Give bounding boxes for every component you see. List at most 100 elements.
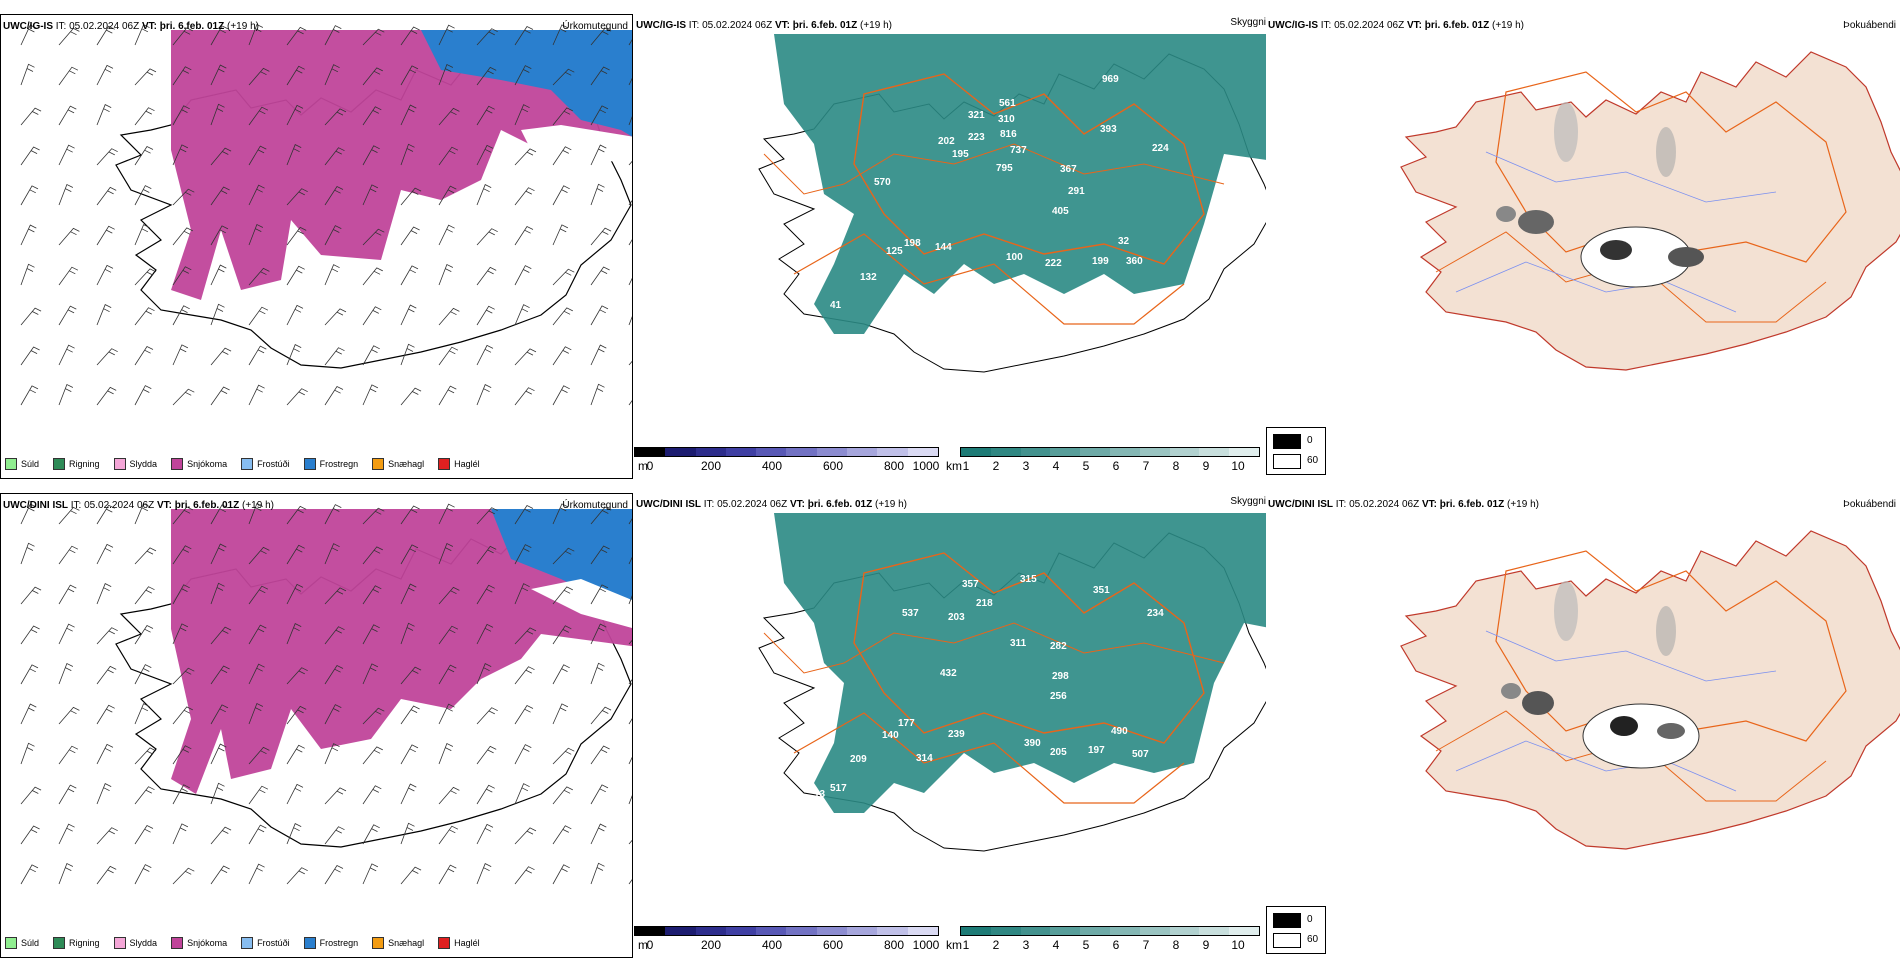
wind-barb — [438, 542, 454, 565]
elevation-colorbar: m 0 200 400 600 800 1000 — [634, 447, 939, 473]
wind-barb — [514, 544, 532, 565]
wind-barb — [20, 224, 37, 246]
fog-indicator-panel: UWC/IG-IS IT: 05.02.2024 06Z VT: þri. 6.… — [1266, 14, 1900, 479]
legend-item-rigning: Rigning — [53, 458, 100, 470]
legend-swatch — [113, 458, 126, 470]
fog-legend: 0 60 — [1266, 427, 1326, 475]
wind-barb — [134, 185, 152, 206]
visibility-value-label: 199 — [1092, 256, 1109, 267]
wind-barb — [286, 26, 307, 46]
wind-barb — [58, 706, 80, 725]
colorbar-tick: 5 — [1082, 938, 1090, 952]
legend-item-snaehagl: Snæhagl — [372, 458, 424, 470]
wind-barb — [514, 65, 532, 86]
wind-barb — [58, 545, 79, 565]
wind-barb — [248, 863, 265, 885]
visibility-value-labels: 315 357 351 537 218 234 203 311 282 432 298 256 177 4… — [814, 574, 1164, 800]
forecast-row-igis: UWC/IG-IS IT: 05.02.2024 06Z VT: þri. 6.… — [0, 14, 1900, 479]
wind-barb — [476, 545, 497, 565]
wind-barb — [172, 188, 195, 206]
panel-title: UWC/DINI ISL IT: 05.02.2024 06Z VT: þri.… — [1268, 499, 1539, 510]
wind-barb — [514, 265, 532, 286]
wind-barb — [514, 827, 537, 845]
visibility-value-label: 795 — [996, 163, 1013, 174]
visibility-value-label: 197 — [1088, 745, 1105, 756]
wind-barb — [324, 504, 342, 525]
wind-barb — [134, 345, 154, 366]
wind-barb — [210, 303, 225, 326]
visibility-value-label: 314 — [916, 753, 933, 764]
fog-legend: 0 60 — [1266, 906, 1326, 954]
wind-barb — [438, 346, 459, 366]
wind-barb — [552, 864, 570, 885]
legend-swatch — [53, 458, 66, 470]
wind-barb — [248, 585, 269, 605]
wind-barb — [58, 662, 74, 685]
wind-barb — [514, 704, 534, 725]
legend-swatch — [5, 458, 17, 470]
wind-barb — [172, 667, 195, 685]
wind-barb — [248, 624, 267, 645]
wind-barb — [362, 145, 380, 166]
wind-barb — [362, 663, 379, 685]
wind-barb — [362, 746, 383, 765]
visibility-value-label: 140 — [882, 730, 899, 741]
visibility-value-label: 256 — [1050, 691, 1067, 702]
wind-barb — [552, 268, 575, 286]
wind-barb — [590, 144, 607, 166]
wind-barb — [628, 839, 632, 845]
colorbar-tick: 6 — [1112, 459, 1120, 473]
colorbar-tick: 5 — [1082, 459, 1090, 473]
wind-barb — [172, 545, 192, 565]
legend-swatch — [438, 458, 451, 470]
visibility-value-label: 202 — [938, 136, 955, 147]
product-label: Úrkomutegund — [562, 500, 628, 511]
visibility-map: 969 561 321 310 202 223 816 195 737 393 224 795 367 5… — [758, 34, 1266, 373]
wind-barb — [248, 663, 265, 685]
visibility-value-label: 239 — [948, 729, 965, 740]
wind-barb — [210, 626, 232, 645]
wind-barb — [324, 25, 342, 46]
wind-barb — [134, 864, 152, 885]
wind-barb — [286, 505, 307, 525]
visibility-value-label: 507 — [1132, 749, 1149, 760]
wind-barb — [172, 66, 192, 86]
wind-barb — [210, 386, 230, 406]
wind-barb — [552, 747, 575, 765]
visibility-value-labels: 969 561 321 310 202 223 816 195 737 393 224 795 367 5… — [830, 74, 1169, 311]
visibility-value-label: 367 — [1060, 164, 1077, 175]
visibility-value-label: 315 — [1020, 574, 1037, 585]
visibility-value-label: 405 — [1052, 206, 1069, 217]
wind-barb — [590, 183, 605, 206]
wind-barb — [400, 866, 422, 885]
wind-barb — [96, 148, 118, 166]
visibility-value-label: 969 — [1102, 74, 1119, 85]
wind-barb — [476, 663, 492, 685]
wind-barb — [172, 105, 190, 126]
wind-barb — [438, 224, 455, 246]
colorbar-tick: 8 — [1172, 938, 1180, 952]
wind-barb — [286, 823, 302, 845]
wind-barb — [362, 28, 385, 46]
colorbar-strip — [634, 926, 939, 936]
wind-barb — [552, 385, 570, 406]
wind-barb — [96, 264, 114, 286]
visibility-value-label: 177 — [898, 718, 915, 729]
wind-barb — [172, 784, 190, 805]
wind-barb — [628, 595, 632, 605]
wind-barb — [324, 185, 344, 206]
legend-swatch — [241, 937, 254, 949]
fog-indicator-panel: UWC/DINI ISL IT: 05.02.2024 06Z VT: þri.… — [1266, 493, 1900, 958]
wind-barb — [248, 785, 269, 805]
wind-barb — [362, 707, 385, 725]
wind-barb — [476, 228, 498, 246]
wind-barb — [362, 184, 379, 206]
wind-barb — [96, 704, 115, 725]
wind-barb — [324, 704, 342, 725]
wind-barb — [172, 506, 193, 525]
wind-barb — [286, 104, 304, 126]
legend-item-rigning: Rigning — [53, 937, 100, 949]
wind-barb — [96, 225, 115, 246]
fog-map — [1400, 530, 1900, 850]
wind-barb — [134, 145, 154, 166]
